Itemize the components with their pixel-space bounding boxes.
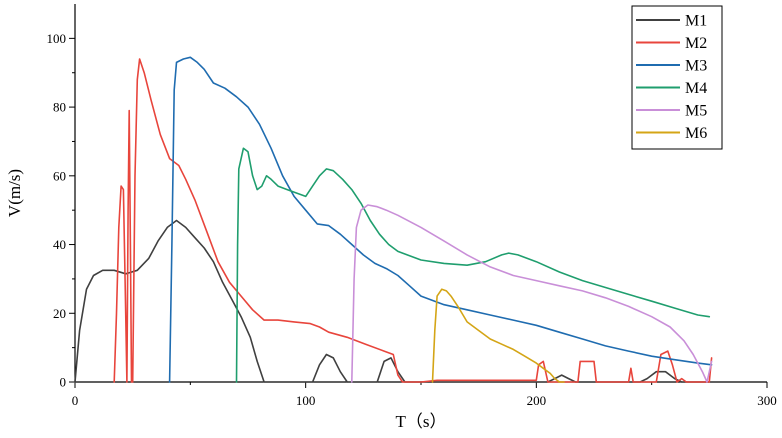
legend-label-m6: M6 [685, 125, 707, 142]
series-line-m5 [351, 204, 713, 383]
x-tick-label: 200 [527, 393, 547, 408]
y-axis-title: V(m/s) [5, 169, 24, 217]
y-tick-label: 0 [60, 375, 67, 390]
x-tick-label: 300 [757, 393, 777, 408]
series-line-m3 [168, 56, 713, 383]
y-tick-label: 100 [47, 31, 67, 46]
series-line-m6 [431, 288, 565, 383]
y-tick-label: 20 [53, 306, 66, 321]
y-tick-label: 80 [53, 100, 66, 115]
series-line-m1 [74, 219, 711, 383]
series-group [74, 56, 713, 383]
legend-label-m1: M1 [685, 13, 707, 30]
x-axis-title: T（s） [396, 412, 447, 431]
x-tick-label: 100 [296, 393, 316, 408]
legend-label-m4: M4 [685, 80, 707, 97]
series-line-m2 [113, 58, 713, 383]
y-tick-label: 40 [53, 237, 66, 252]
series-line-m4 [235, 147, 711, 383]
legend-label-m2: M2 [685, 35, 707, 52]
legend-label-m3: M3 [685, 58, 707, 75]
ticks: 0 100 200 300 0 20 40 60 80 100 [47, 31, 777, 408]
legend-box [631, 5, 723, 150]
x-tick-label: 0 [72, 393, 79, 408]
legend: M1 M2 M3 M4 M5 M6 [631, 5, 723, 150]
y-tick-label: 60 [53, 168, 66, 183]
legend-label-m5: M5 [685, 103, 707, 120]
